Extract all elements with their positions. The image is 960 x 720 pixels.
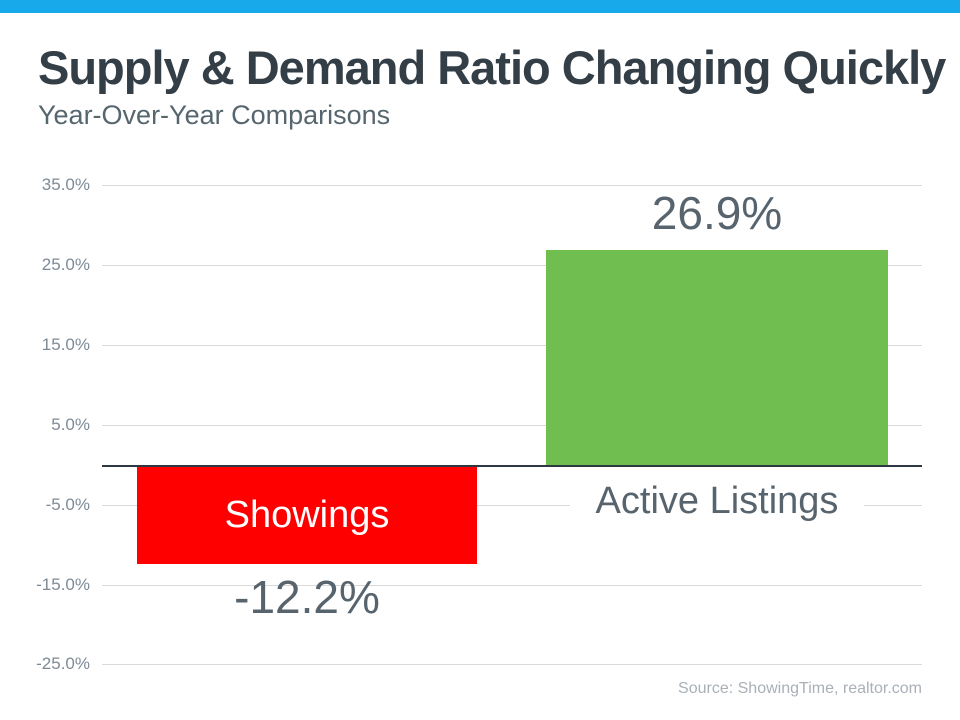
gridline-neg15 — [102, 585, 922, 586]
top-accent-bar — [0, 0, 960, 13]
category-label-active-listings-wrap: Active Listings — [546, 478, 888, 524]
y-tick-15: 15.0% — [41, 335, 90, 354]
y-tick-5: 5.0% — [51, 415, 90, 434]
y-tick-neg25: -25.0% — [36, 654, 90, 673]
y-tick-25: 25.0% — [41, 255, 90, 274]
zero-axis-line — [102, 465, 922, 467]
gridline-35 — [102, 185, 922, 186]
plot-area: 26.9% Showings Active Listings -12.2% — [102, 185, 922, 665]
bar-showings: Showings — [137, 466, 477, 564]
y-tick-neg15: -15.0% — [36, 575, 90, 594]
chart-subtitle: Year-Over-Year Comparisons — [38, 100, 391, 130]
gridline-neg25 — [102, 664, 922, 665]
gridline-neg5 — [102, 505, 922, 506]
category-label-active-listings: Active Listings — [569, 478, 865, 524]
y-tick-35: 35.0% — [41, 175, 90, 194]
value-label-showings: -12.2% — [234, 571, 380, 623]
gridline-25 — [102, 265, 922, 266]
y-tick-neg5: -5.0% — [45, 495, 90, 514]
bar-active-listings — [546, 250, 888, 465]
value-label-active-listings: 26.9% — [651, 187, 783, 239]
category-label-showings: Showings — [224, 493, 390, 536]
chart-title: Supply & Demand Ratio Changing Quickly — [38, 41, 946, 94]
gridline-5 — [102, 425, 922, 426]
gridline-15 — [102, 345, 922, 346]
source-attribution: Source: ShowingTime, realtor.com — [678, 680, 922, 697]
